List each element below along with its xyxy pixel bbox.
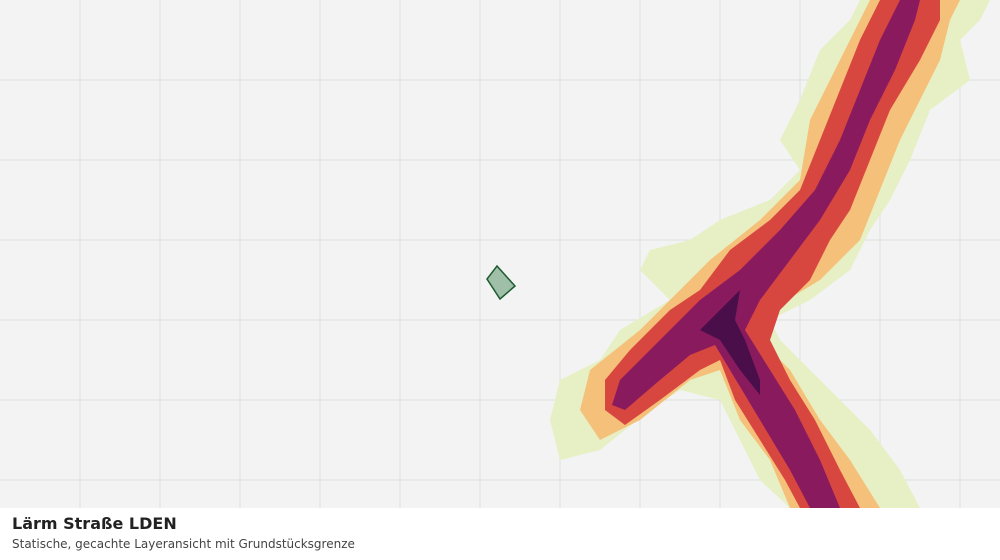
layer-title: Lärm Straße LDEN <box>12 514 177 533</box>
noise-zone-extreme <box>700 290 760 395</box>
layer-subtitle: Statische, gecachte Layeransicht mit Gru… <box>12 537 355 551</box>
legend-panel: Lärm Straße LDEN Statische, gecachte Lay… <box>0 508 1000 560</box>
parcel-boundary[interactable] <box>486 264 517 301</box>
noise-zone-very-high <box>612 0 920 508</box>
